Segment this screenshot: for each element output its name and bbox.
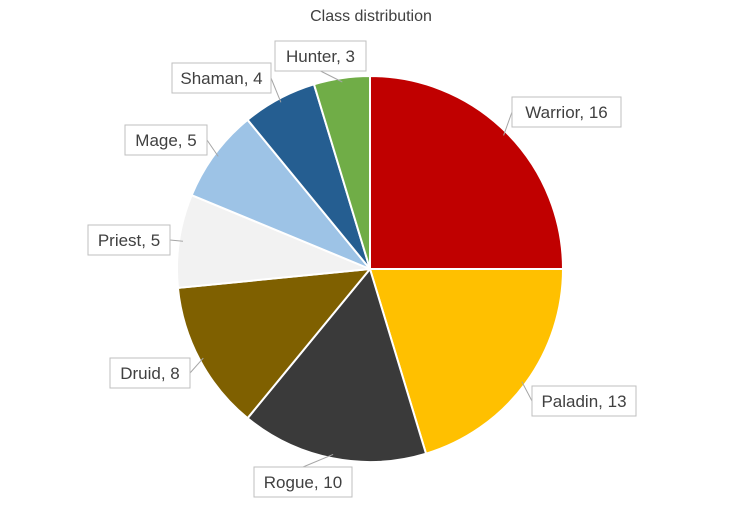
data-label-box: [171, 62, 272, 94]
data-label-text: Rogue, 10: [264, 473, 342, 492]
data-label-text: Paladin, 13: [541, 392, 626, 411]
data-label-druid: Druid, 8: [109, 357, 191, 389]
leader-line-rogue: [302, 453, 334, 468]
data-label-rogue: Rogue, 10: [253, 466, 353, 498]
data-label-text: Warrior, 16: [525, 103, 608, 122]
leader-line-priest: [169, 239, 184, 242]
leader-line-paladin: [521, 381, 533, 402]
leader-line-mage: [206, 139, 219, 157]
data-label-box: [511, 96, 622, 128]
data-label-text: Shaman, 4: [180, 69, 262, 88]
leader-lines: [169, 70, 533, 468]
data-label-box: [109, 357, 191, 389]
chart-title: Class distribution: [310, 8, 432, 25]
leader-line-druid: [189, 357, 204, 374]
leader-line-hunter: [320, 70, 343, 83]
data-label-text: Priest, 5: [98, 231, 160, 250]
data-label-text: Mage, 5: [135, 131, 196, 150]
data-label-box: [87, 224, 171, 256]
data-label-box: [274, 40, 367, 72]
pie-slice-warrior: [369, 75, 564, 270]
leader-line-shaman: [270, 77, 282, 103]
pie-slice-hunter: [312, 75, 371, 270]
data-label-box: [124, 124, 208, 156]
data-label-box: [253, 466, 353, 498]
data-label-warrior: Warrior, 16: [511, 96, 622, 128]
data-labels: Warrior, 16 Paladin, 13 Rogue, 10 Druid, 8 P…: [87, 40, 637, 498]
data-label-shaman: Shaman, 4: [171, 62, 272, 94]
data-label-mage: Mage, 5: [124, 124, 208, 156]
data-label-text: Druid, 8: [120, 364, 180, 383]
data-label-box: [531, 385, 637, 417]
pie-slice-mage: [190, 118, 371, 270]
data-label-paladin: Paladin, 13: [531, 385, 637, 417]
pie-slice-druid: [176, 268, 371, 420]
data-label-priest: Priest, 5: [87, 224, 171, 256]
data-label-text: Hunter, 3: [286, 47, 355, 66]
pie-slices: [176, 75, 564, 463]
pie-slice-paladin: [369, 268, 564, 455]
pie-slice-rogue: [246, 268, 428, 463]
leader-line-warrior: [503, 111, 513, 136]
data-label-hunter: Hunter, 3: [274, 40, 367, 72]
